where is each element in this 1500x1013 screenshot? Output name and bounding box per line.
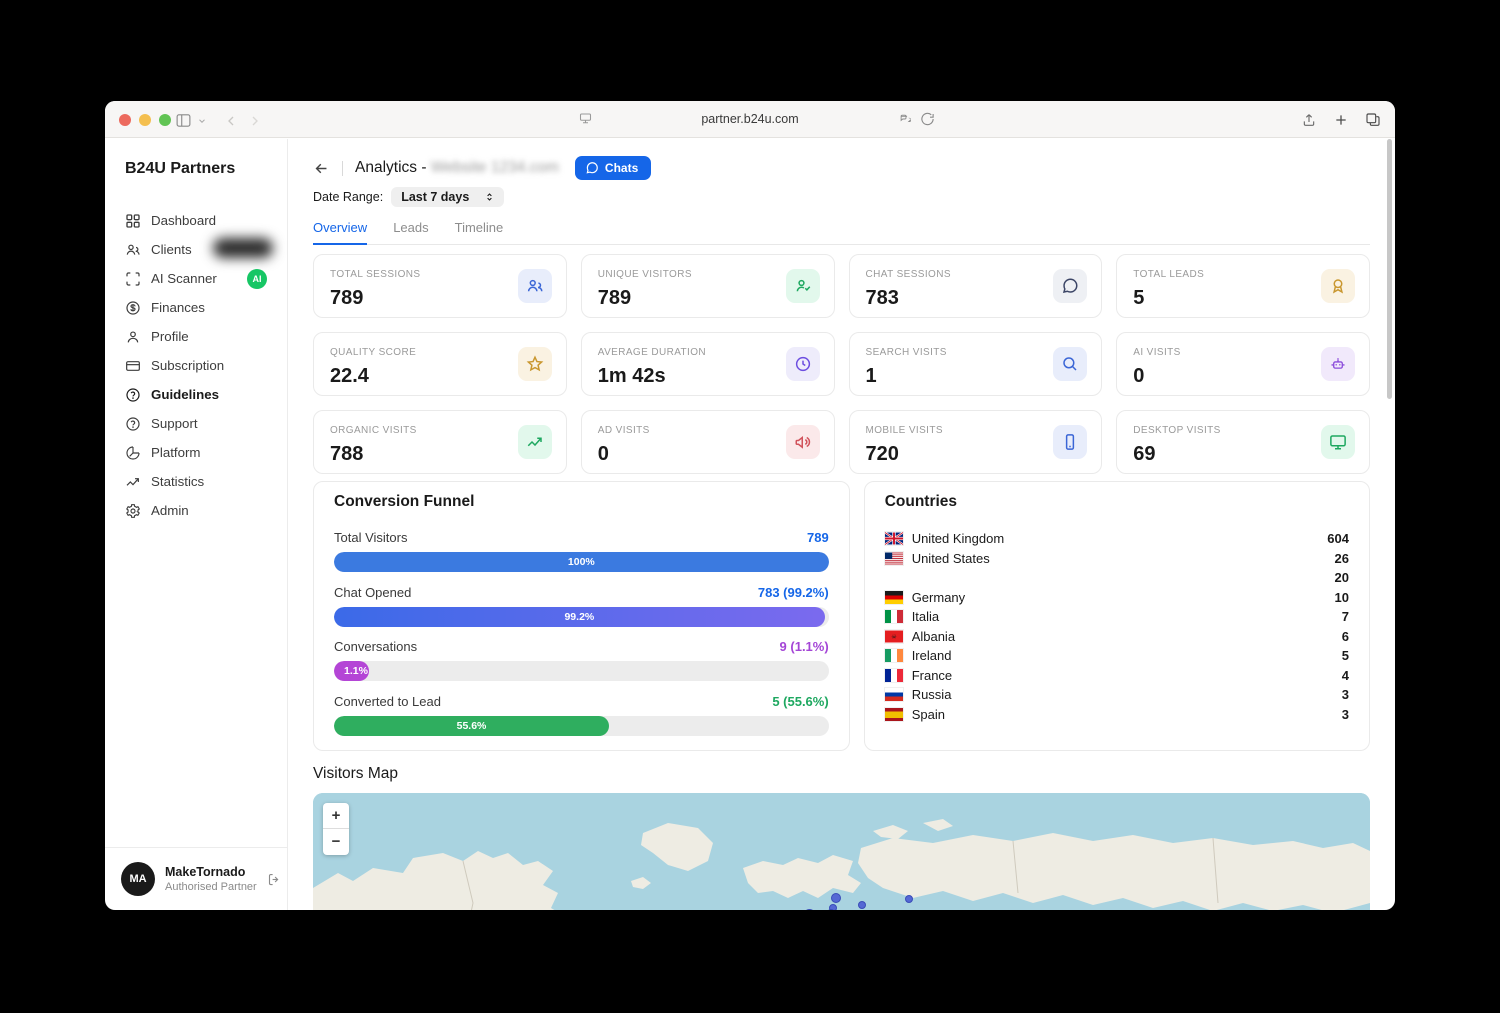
svg-text:☠: ☠	[891, 633, 897, 640]
